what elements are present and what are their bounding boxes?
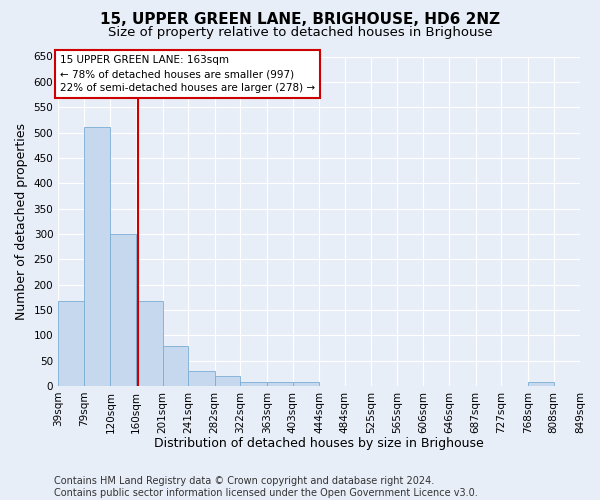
Bar [58,300,84,386]
Bar [241,382,267,386]
Text: 15, UPPER GREEN LANE, BRIGHOUSE, HD6 2NZ: 15, UPPER GREEN LANE, BRIGHOUSE, HD6 2NZ [100,12,500,28]
Bar [163,346,188,386]
Text: Size of property relative to detached houses in Brighouse: Size of property relative to detached ho… [107,26,493,39]
X-axis label: Distribution of detached houses by size in Brighouse: Distribution of detached houses by size … [154,437,484,450]
Bar [267,382,293,386]
Bar [188,370,215,386]
Bar [215,376,241,386]
Bar [110,234,136,386]
Bar [528,382,554,386]
Text: 15 UPPER GREEN LANE: 163sqm
← 78% of detached houses are smaller (997)
22% of se: 15 UPPER GREEN LANE: 163sqm ← 78% of det… [60,55,315,93]
Bar [84,128,110,386]
Bar [293,382,319,386]
Text: Contains HM Land Registry data © Crown copyright and database right 2024.
Contai: Contains HM Land Registry data © Crown c… [54,476,478,498]
Y-axis label: Number of detached properties: Number of detached properties [15,122,28,320]
Bar [136,300,163,386]
